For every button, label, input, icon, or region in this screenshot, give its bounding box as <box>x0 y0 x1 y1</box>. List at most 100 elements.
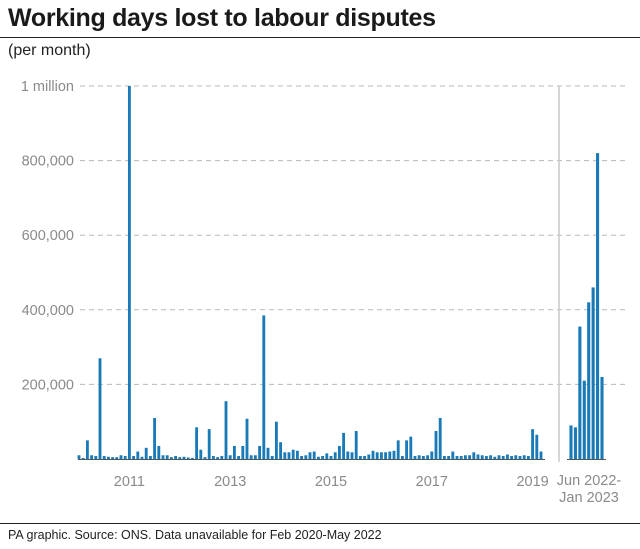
bar <box>258 445 262 459</box>
y-tick-label: 200,000 <box>22 377 74 393</box>
bar <box>384 452 388 459</box>
bar <box>148 456 152 459</box>
bar <box>346 451 350 459</box>
bar <box>123 456 127 459</box>
gap-period-label: Jun 2022- <box>557 473 622 489</box>
bar <box>140 456 144 459</box>
bar <box>178 457 182 459</box>
bar-gap-period <box>569 425 573 459</box>
bar <box>392 450 396 459</box>
bar <box>241 445 245 459</box>
bar <box>505 454 509 459</box>
x-tick-label: 2015 <box>315 474 347 490</box>
source-note: PA graphic. Source: ONS. Data unavailabl… <box>8 528 382 542</box>
bar <box>106 456 110 459</box>
bar <box>237 456 241 459</box>
bar <box>111 457 115 459</box>
bar <box>476 454 480 459</box>
bar <box>174 456 178 459</box>
bar <box>161 455 165 459</box>
bar <box>413 456 417 459</box>
bar <box>287 452 291 459</box>
bar <box>186 457 190 459</box>
bar <box>426 455 430 459</box>
bar-gap-period <box>587 302 591 459</box>
bar <box>421 456 425 459</box>
bar <box>480 455 484 459</box>
bar <box>228 455 232 459</box>
bar <box>85 440 89 459</box>
bar <box>438 417 442 459</box>
bar <box>447 456 451 459</box>
bar <box>535 434 539 459</box>
bar <box>354 431 358 459</box>
bar <box>379 452 383 459</box>
bar <box>514 455 518 459</box>
bar <box>274 421 278 459</box>
bar <box>342 432 346 459</box>
bar <box>337 445 341 459</box>
y-axis-ticks: 200,000 400,000 600,000 800,000 1 million <box>21 79 74 393</box>
y-tick-label: 800,000 <box>22 154 74 170</box>
bar <box>94 456 98 459</box>
bar <box>262 315 266 459</box>
bar <box>409 436 413 459</box>
y-tick-label: 400,000 <box>22 303 74 319</box>
title-rule <box>0 37 640 38</box>
bar <box>211 456 215 459</box>
bar <box>207 429 211 459</box>
bar <box>253 455 257 459</box>
bar <box>190 457 194 459</box>
bar-gap-period <box>578 326 582 459</box>
bar-gap-period <box>600 376 604 459</box>
bar <box>367 454 371 459</box>
bar <box>316 456 320 459</box>
bar <box>350 452 354 459</box>
bar <box>489 455 493 459</box>
bar <box>295 450 299 459</box>
bar <box>153 417 157 459</box>
bar <box>169 457 173 459</box>
bar <box>329 456 333 459</box>
bar-gap-period <box>591 287 595 459</box>
bar <box>358 456 362 459</box>
bar <box>98 358 102 459</box>
bar <box>325 453 329 459</box>
bar <box>77 455 81 459</box>
x-tick-label: 2013 <box>214 474 246 490</box>
bar <box>157 445 161 459</box>
bar <box>102 456 106 459</box>
bar <box>220 456 224 459</box>
bar <box>493 456 497 459</box>
gap-period-label: Jan 2023 <box>559 490 619 506</box>
bar <box>451 451 455 459</box>
bar <box>363 456 367 459</box>
bar <box>531 429 535 459</box>
bar <box>199 449 203 459</box>
bar-gap-period <box>582 380 586 459</box>
bar <box>333 452 337 459</box>
bar <box>434 431 438 459</box>
bar <box>224 401 228 459</box>
chart-subtitle: (per month) <box>8 42 91 59</box>
bar <box>459 456 463 459</box>
y-tick-label: 1 million <box>21 79 74 95</box>
bar <box>195 427 199 459</box>
bar <box>417 455 421 459</box>
x-tick-label: 2011 <box>114 474 145 490</box>
bar <box>291 449 295 459</box>
bar <box>463 455 467 459</box>
bar <box>81 457 85 459</box>
bar <box>375 452 379 459</box>
bar <box>472 452 476 459</box>
bar <box>405 440 409 459</box>
bar <box>400 456 404 459</box>
bar <box>182 456 186 459</box>
bar <box>245 418 249 459</box>
bar <box>300 456 304 459</box>
bar <box>455 456 459 459</box>
bar <box>283 452 287 459</box>
bar <box>484 456 488 459</box>
bar <box>270 456 274 459</box>
